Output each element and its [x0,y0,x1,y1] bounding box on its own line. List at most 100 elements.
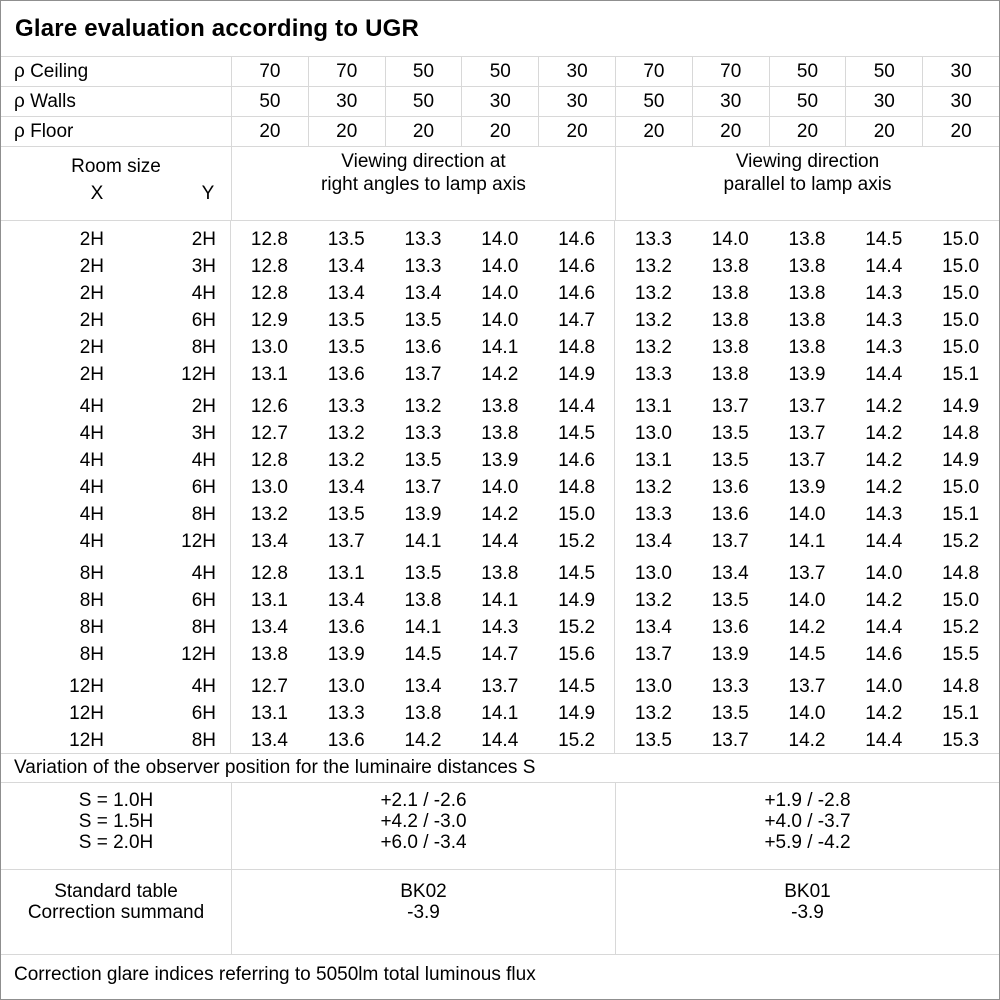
room-y-cell: 4H [191,283,216,304]
reflectance-row: ρ Walls 50 30 50 30 30 50 30 50 30 30 [1,87,999,117]
ugr-value-cell: 15.0 [942,256,980,277]
ugr-value-cell: 14.4 [558,396,596,417]
reflectance-value-cell: 50 [845,57,922,86]
room-y-cell: 4H [191,563,216,584]
ugr-value-cell: 14.9 [558,364,596,385]
ugr-value-cell: 13.4 [250,531,288,552]
ugr-value-cell: 13.4 [711,563,749,584]
room-size-header: Room size X Y [1,147,231,220]
table-row: 4H 8H 13.2 13.5 13.9 14.2 15.0 13.3 13.6 14.0 14.3… [1,501,999,528]
reflectance-value-cell: 70 [307,57,385,86]
ugr-value-cell: 14.1 [481,703,519,724]
ugr-value-cell: 15.2 [942,531,980,552]
table-row: 12H 8H 13.4 13.6 14.2 14.4 15.2 13.5 13.7 14.2 14.… [1,727,999,754]
ugr-value-cell: 13.2 [327,450,365,471]
ugr-value-cell: 15.2 [558,531,596,552]
ugr-value-cell: 12.9 [250,310,288,331]
table-header-row: Room size X Y Viewing direction at right… [1,147,999,221]
ugr-value-cell: 14.2 [788,730,826,751]
column-divider [230,221,231,753]
ugr-value-cell: 13.2 [634,590,672,611]
s-label: S = 1.5H [78,811,154,832]
ugr-value-cell: 13.5 [327,229,365,250]
ugr-value-cell: 15.5 [942,644,980,665]
ugr-value-cell: 15.1 [942,703,980,724]
reflectance-value-cell: 30 [691,87,769,116]
ugr-values-area: 2H 2H 12.8 13.5 13.3 14.0 14.6 13.3 14.0 13.8 14.5… [1,221,999,754]
s-value: +6.0 / -3.4 [380,832,467,853]
ugr-value-cell: 14.0 [481,256,519,277]
ugr-value-cell: 14.5 [865,229,903,250]
ugr-value-cell: 13.6 [711,617,749,638]
table-row: 2H 3H 12.8 13.4 13.3 14.0 14.6 13.2 13.8 13.8 14.4… [1,253,999,280]
ugr-value-cell: 14.8 [558,477,596,498]
ugr-value-cell: 13.7 [788,423,826,444]
s-value: +2.1 / -2.6 [380,790,467,811]
viewing-direction-right-angles-header: Viewing direction at right angles to lam… [231,147,615,220]
ugr-value-cell: 14.6 [865,644,903,665]
ugr-value-cell: 14.2 [865,703,903,724]
ugr-value-cell: 13.7 [327,531,365,552]
reflectance-value-cell: 30 [307,87,385,116]
ugr-value-cell: 13.7 [634,644,672,665]
s-label: S = 2.0H [78,832,154,853]
room-y-cell: 8H [191,337,216,358]
standard-table-value: BK01 [784,881,831,902]
ugr-value-cell: 13.3 [404,256,442,277]
ugr-value-cell: 13.8 [711,337,749,358]
ugr-value-cell: 13.5 [711,590,749,611]
ugr-value-cell: 14.2 [788,617,826,638]
ugr-value-cell: 14.8 [558,337,596,358]
ugr-value-cell: 15.6 [558,644,596,665]
ugr-value-cell: 13.8 [404,590,442,611]
ugr-value-cell: 13.2 [634,256,672,277]
ugr-value-cell: 14.9 [942,396,980,417]
ugr-value-cell: 13.7 [404,364,442,385]
room-x-cell: 2H [79,229,104,250]
reflectance-value-cell: 20 [768,117,846,146]
ugr-value-cell: 13.4 [250,617,288,638]
standard-values-right-angles: BK02 -3.9 [231,870,615,954]
table-row: 2H 12H 13.1 13.6 13.7 14.2 14.9 13.3 13.8 13.9 14.… [1,361,999,388]
standard-values-parallel: BK01 -3.9 [615,870,999,954]
ugr-value-cell: 13.0 [634,563,672,584]
ugr-value-cell: 14.0 [481,283,519,304]
variation-note: Variation of the observer position for t… [14,757,536,778]
ugr-value-cell: 13.8 [788,283,826,304]
standard-labels-column: Standard table Correction summand [1,870,231,954]
ugr-value-cell: 13.7 [481,676,519,697]
reflectance-value-cell: 30 [538,57,615,86]
ugr-value-cell: 13.8 [250,644,288,665]
ugr-value-cell: 13.4 [404,283,442,304]
ugr-value-cell: 14.4 [865,364,903,385]
reflectance-value-cell: 20 [615,117,692,146]
ugr-value-cell: 14.9 [942,450,980,471]
ugr-value-cell: 13.5 [327,337,365,358]
room-x-cell: 12H [69,703,104,724]
room-x-cell: 4H [79,450,104,471]
ugr-value-cell: 14.5 [788,644,826,665]
ugr-value-cell: 13.4 [404,676,442,697]
ugr-value-cell: 15.3 [942,730,980,751]
s-labels-column: S = 1.0H S = 1.5H S = 2.0H [1,783,231,869]
room-size-block: 12H 4H 12.7 13.0 13.4 13.7 14.5 13.0 13.3 13.7 14.… [1,673,999,754]
table-row: 4H 2H 12.6 13.3 13.2 13.8 14.4 13.1 13.7 13.7 14.2… [1,393,999,420]
ugr-value-cell: 14.7 [558,310,596,331]
ugr-value-cell: 13.9 [404,504,442,525]
room-size-block: 2H 2H 12.8 13.5 13.3 14.0 14.6 13.3 14.0 13.8 14.5… [1,226,999,388]
table-row: 12H 6H 13.1 13.3 13.8 14.1 14.9 13.2 13.5 14.0 14.… [1,700,999,727]
ugr-value-cell: 14.1 [404,531,442,552]
ugr-value-cell: 14.2 [404,730,442,751]
ugr-value-cell: 15.2 [558,617,596,638]
room-y-cell: 6H [191,590,216,611]
room-y-cell: 8H [191,730,216,751]
table-row: 8H 6H 13.1 13.4 13.8 14.1 14.9 13.2 13.5 14.0 14.2… [1,587,999,614]
ugr-value-cell: 14.3 [865,337,903,358]
standard-table-block: Standard table Correction summand BK02 -… [1,870,999,955]
ugr-value-cell: 14.1 [404,617,442,638]
ugr-value-cell: 14.1 [481,337,519,358]
header-line: parallel to lamp axis [723,174,892,195]
ugr-value-cell: 14.3 [865,504,903,525]
ugr-value-cell: 13.2 [634,703,672,724]
ugr-value-cell: 13.7 [788,563,826,584]
